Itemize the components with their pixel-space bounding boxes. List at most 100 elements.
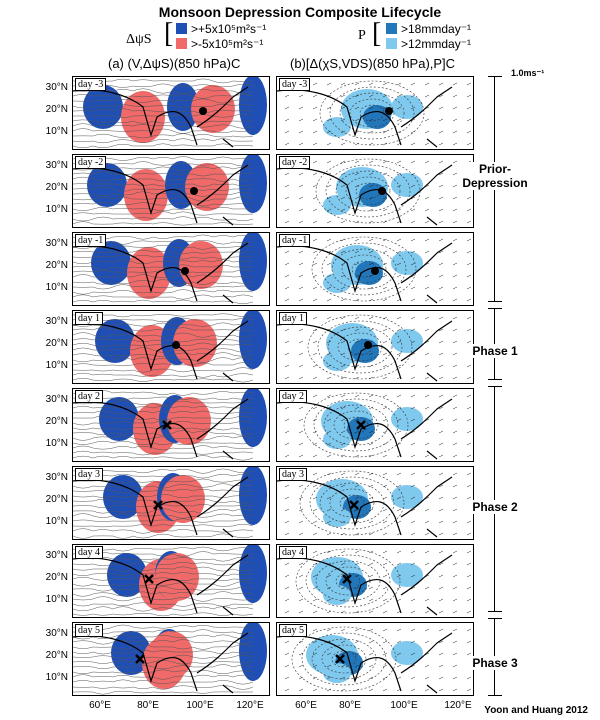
wind-vector: [368, 562, 374, 566]
wind-vector: [466, 286, 472, 290]
wind-vector: [382, 472, 388, 476]
wind-vector: [396, 94, 402, 98]
precipitation-map: [277, 80, 472, 148]
streamline: [73, 378, 254, 383]
wind-vector: [340, 286, 346, 290]
streamline: [73, 639, 254, 645]
precip-low-region: [323, 663, 351, 683]
depression-center-dot: [371, 267, 379, 275]
wind-vector: [368, 472, 374, 476]
wind-vector: [466, 676, 472, 680]
wind-vector: [452, 550, 458, 554]
velocity-potential-contour: [305, 554, 391, 608]
wind-vector: [410, 250, 416, 254]
panel-b-5: day 2: [276, 388, 474, 462]
streamline: [73, 347, 254, 353]
wind-vector: [312, 130, 318, 134]
streamline: [73, 191, 254, 197]
wind-vector: [396, 496, 402, 500]
wind-vector: [424, 184, 430, 188]
wind-vector: [368, 208, 374, 212]
wind-vector: [326, 574, 332, 578]
wind-vector: [438, 130, 444, 134]
wind-vector: [368, 82, 374, 86]
day-tag: day 3: [279, 468, 307, 481]
depression-center-x: [349, 500, 359, 510]
day-tag: day -1: [75, 234, 107, 247]
negative-anomaly-region: [161, 475, 205, 523]
panel-a-5: day 2: [72, 388, 270, 462]
precip-high-region: [359, 183, 387, 207]
wind-vector: [368, 394, 374, 398]
streamfunction-map: [73, 467, 267, 539]
wind-vector: [312, 184, 318, 188]
streamline: [73, 216, 254, 222]
streamfunction-symbol: ΔψS: [126, 32, 152, 47]
velocity-potential-contour: [295, 548, 401, 614]
wind-vector: [312, 406, 318, 410]
panel-b-1: day -3: [276, 76, 474, 150]
wind-vector: [340, 160, 346, 164]
wind-vector: [382, 286, 388, 290]
wind-vector: [326, 376, 332, 380]
wind-vector: [410, 316, 416, 320]
wind-vector: [466, 574, 472, 578]
wind-vector: [284, 454, 290, 458]
streamline: [73, 352, 254, 357]
wind-vector: [354, 406, 360, 410]
wind-vector: [312, 340, 318, 344]
streamline: [73, 690, 254, 695]
wind-vector: [424, 640, 430, 644]
wind-vector: [438, 328, 444, 332]
wind-vector: [452, 652, 458, 656]
wind-vector: [326, 394, 332, 398]
wind-vector: [410, 406, 416, 410]
lat-label: 30°N: [45, 238, 68, 249]
wind-vector: [284, 664, 290, 668]
velocity-potential-contour: [329, 86, 415, 140]
wind-vector: [340, 472, 346, 476]
streamline: [73, 504, 254, 508]
wind-vector: [340, 418, 346, 422]
wind-vector: [438, 142, 444, 146]
streamline: [73, 249, 254, 254]
streamline: [73, 440, 254, 445]
wind-vector: [424, 82, 430, 86]
velocity-potential-contour: [317, 320, 403, 374]
wind-vector: [340, 196, 346, 200]
wind-vector: [424, 196, 430, 200]
wind-vector: [354, 298, 360, 302]
wind-vector: [452, 418, 458, 422]
streamline: [73, 254, 254, 260]
wind-vector: [410, 274, 416, 278]
streamline: [73, 566, 254, 572]
wind-vector: [438, 274, 444, 278]
wind-vector: [340, 142, 346, 146]
wind-vector: [396, 394, 402, 398]
streamline: [73, 196, 254, 202]
wind-vector: [368, 352, 374, 356]
wind-vector: [382, 364, 388, 368]
wind-vector: [424, 142, 430, 146]
wind-vector: [466, 586, 472, 590]
wind-vector: [326, 130, 332, 134]
swatch-precip-high: [386, 23, 397, 34]
streamline: [73, 274, 254, 278]
wind-vector: [340, 406, 346, 410]
wind-vector: [410, 196, 416, 200]
streamline: [73, 612, 254, 617]
streamline: [73, 284, 254, 290]
wind-vector: [452, 274, 458, 278]
wind-vector: [452, 220, 458, 224]
streamline: [73, 576, 254, 582]
wind-vector: [438, 418, 444, 422]
lat-label: 20°N: [45, 650, 68, 661]
wind-vector: [466, 118, 472, 122]
streamline: [73, 264, 254, 270]
wind-vector: [466, 298, 472, 302]
wind-vector: [340, 550, 346, 554]
wind-vector: [326, 454, 332, 458]
wind-vector: [368, 574, 374, 578]
wind-vector: [410, 160, 416, 164]
wind-vector: [312, 316, 318, 320]
